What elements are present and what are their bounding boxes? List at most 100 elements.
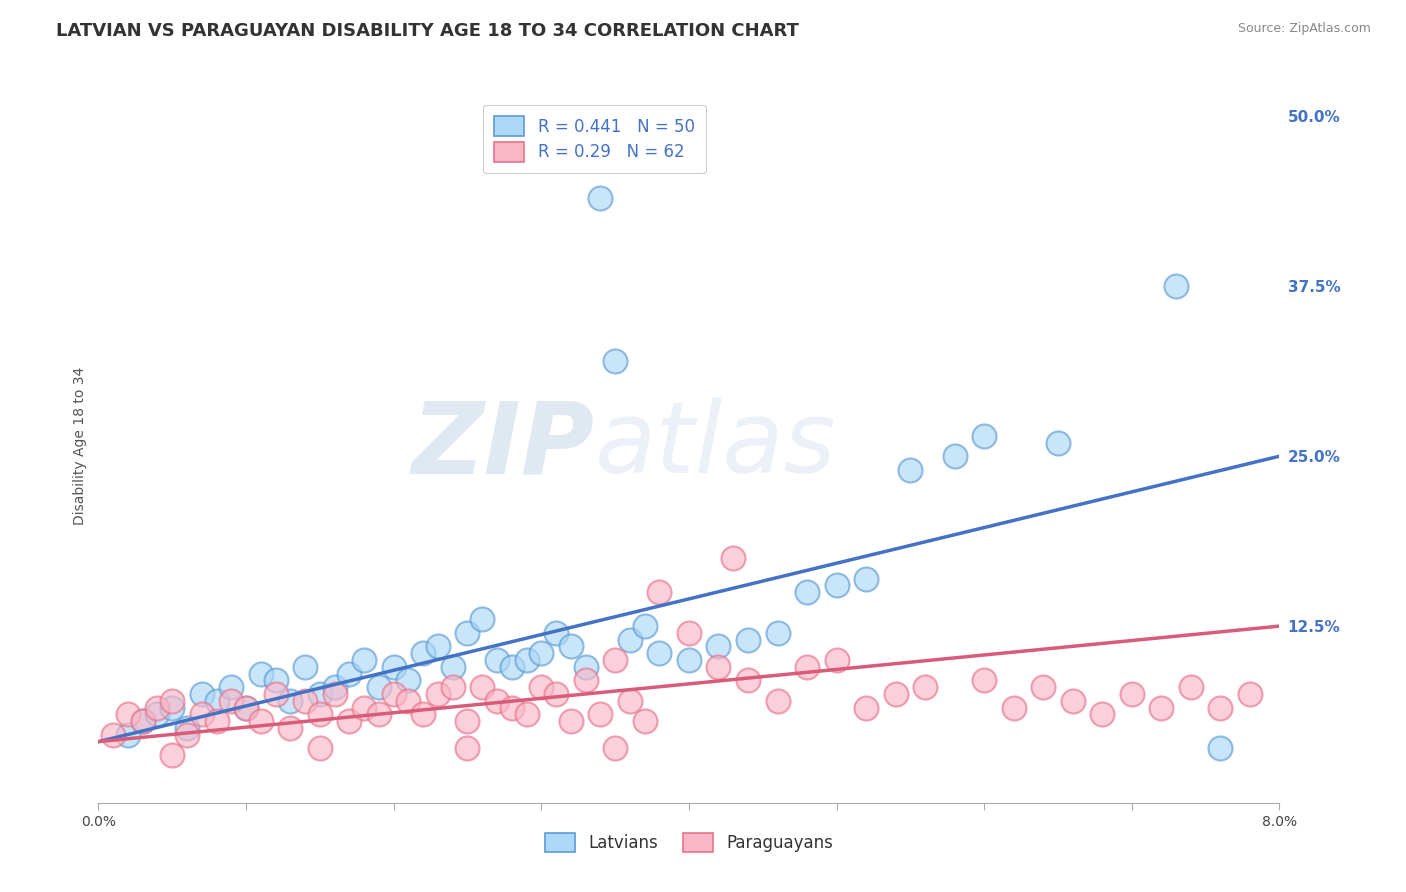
Point xyxy=(441,680,464,694)
Point xyxy=(530,646,553,660)
Point xyxy=(737,673,759,688)
Point xyxy=(1032,680,1054,694)
Point xyxy=(146,707,169,722)
Point xyxy=(191,687,214,701)
Point xyxy=(471,680,494,694)
Point xyxy=(1046,435,1070,450)
Point xyxy=(707,660,730,674)
Point xyxy=(280,694,302,708)
Point xyxy=(294,694,316,708)
Point xyxy=(132,714,155,729)
Point xyxy=(457,741,479,756)
Point xyxy=(1166,279,1188,293)
Point xyxy=(560,714,582,729)
Point xyxy=(1150,700,1173,714)
Point xyxy=(427,640,450,654)
Point xyxy=(605,354,627,368)
Point xyxy=(323,680,346,694)
Y-axis label: Disability Age 18 to 34: Disability Age 18 to 34 xyxy=(73,367,87,525)
Point xyxy=(221,680,243,694)
Point xyxy=(235,700,257,714)
Point xyxy=(176,721,198,735)
Point xyxy=(162,748,183,763)
Point xyxy=(412,646,434,660)
Point xyxy=(914,680,936,694)
Point xyxy=(516,707,538,722)
Point xyxy=(1062,694,1084,708)
Legend: Latvians, Paraguayans: Latvians, Paraguayans xyxy=(538,826,839,859)
Point xyxy=(737,632,759,647)
Point xyxy=(501,700,523,714)
Point xyxy=(723,551,745,566)
Point xyxy=(339,666,361,681)
Point xyxy=(117,728,139,742)
Point xyxy=(560,640,582,654)
Text: atlas: atlas xyxy=(595,398,837,494)
Point xyxy=(103,728,125,742)
Point xyxy=(619,694,641,708)
Point xyxy=(884,687,907,701)
Point xyxy=(382,660,405,674)
Text: ZIP: ZIP xyxy=(412,398,595,494)
Point xyxy=(796,660,818,674)
Point xyxy=(309,687,332,701)
Point xyxy=(323,687,346,701)
Point xyxy=(486,653,509,667)
Point xyxy=(1180,680,1202,694)
Point xyxy=(634,619,657,633)
Point xyxy=(398,694,420,708)
Point xyxy=(162,700,183,714)
Point xyxy=(176,728,198,742)
Point xyxy=(1209,700,1232,714)
Point xyxy=(825,653,848,667)
Point xyxy=(530,680,553,694)
Point xyxy=(309,741,332,756)
Point xyxy=(501,660,523,674)
Point xyxy=(973,429,995,443)
Text: Source: ZipAtlas.com: Source: ZipAtlas.com xyxy=(1237,22,1371,36)
Point xyxy=(575,660,598,674)
Point xyxy=(1239,687,1261,701)
Point xyxy=(619,632,641,647)
Point xyxy=(707,640,730,654)
Point xyxy=(146,700,169,714)
Point xyxy=(205,694,228,708)
Point xyxy=(575,673,598,688)
Point xyxy=(796,585,818,599)
Text: LATVIAN VS PARAGUAYAN DISABILITY AGE 18 TO 34 CORRELATION CHART: LATVIAN VS PARAGUAYAN DISABILITY AGE 18 … xyxy=(56,22,799,40)
Point xyxy=(1121,687,1143,701)
Point xyxy=(605,741,627,756)
Point xyxy=(339,714,361,729)
Point xyxy=(766,626,789,640)
Point xyxy=(382,687,405,701)
Point xyxy=(398,673,420,688)
Point xyxy=(546,687,568,701)
Point xyxy=(309,707,332,722)
Point xyxy=(235,700,257,714)
Point xyxy=(264,673,287,688)
Point xyxy=(486,694,509,708)
Point xyxy=(441,660,464,674)
Point xyxy=(943,449,966,463)
Point xyxy=(678,626,700,640)
Point xyxy=(205,714,228,729)
Point xyxy=(546,626,568,640)
Point xyxy=(250,666,273,681)
Point xyxy=(855,572,877,586)
Point xyxy=(471,612,494,626)
Point xyxy=(648,585,671,599)
Point xyxy=(900,463,922,477)
Point xyxy=(766,694,789,708)
Point xyxy=(605,653,627,667)
Point xyxy=(117,707,139,722)
Point xyxy=(368,680,391,694)
Point xyxy=(855,700,877,714)
Point xyxy=(250,714,273,729)
Point xyxy=(368,707,391,722)
Point xyxy=(678,653,700,667)
Point xyxy=(457,714,479,729)
Point xyxy=(973,673,995,688)
Point xyxy=(221,694,243,708)
Point xyxy=(191,707,214,722)
Point xyxy=(294,660,316,674)
